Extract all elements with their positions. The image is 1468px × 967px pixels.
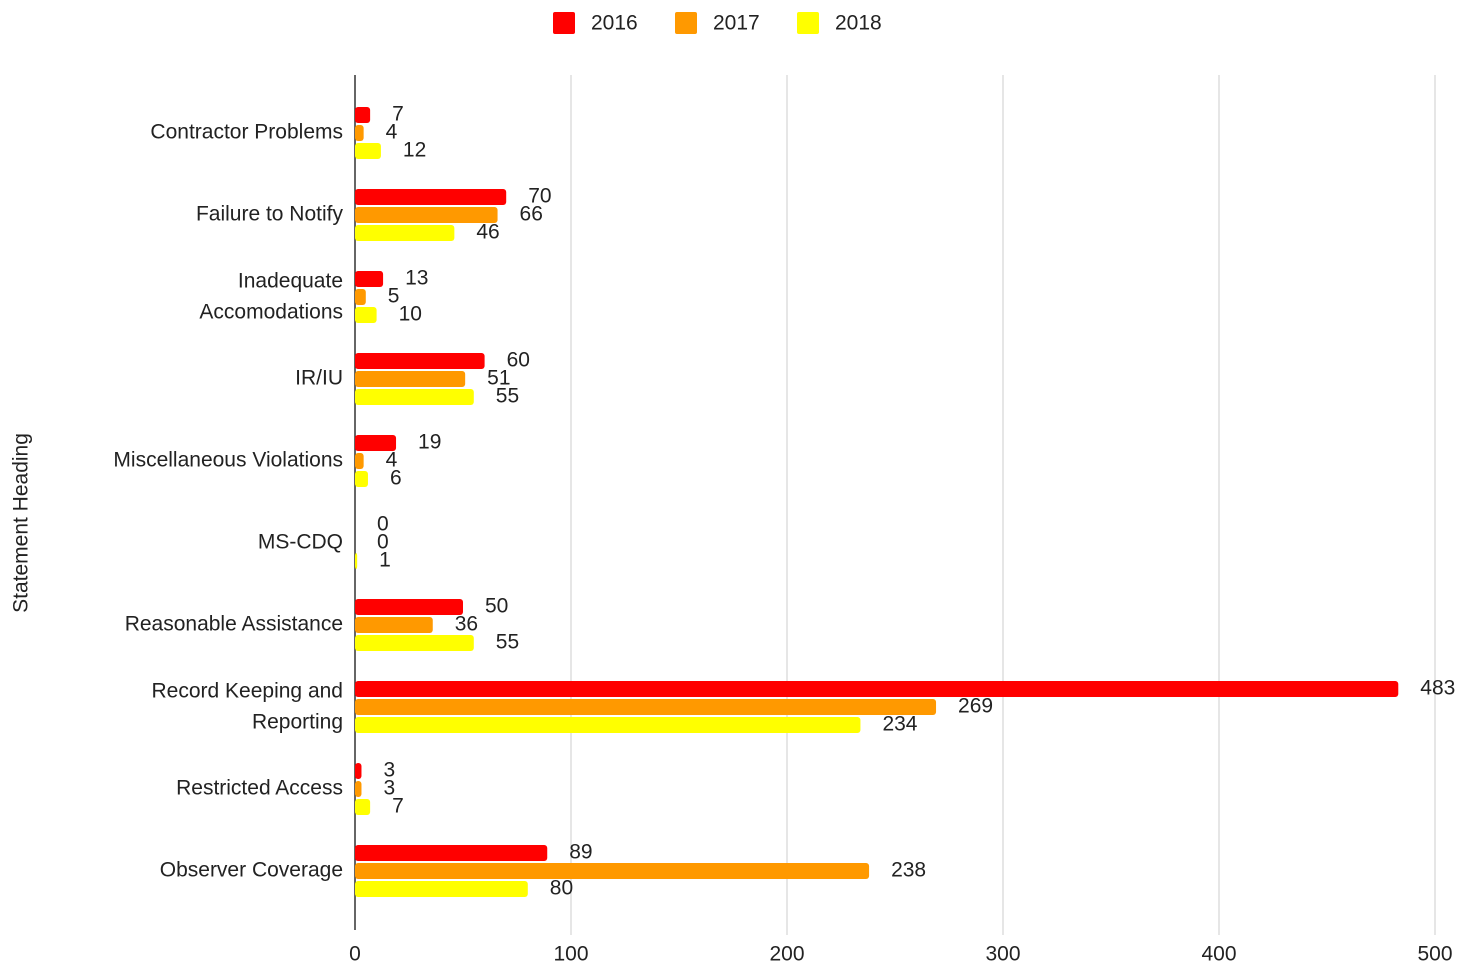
value-label: 4 bbox=[386, 121, 398, 144]
value-label: 80 bbox=[550, 877, 573, 900]
value-label: 46 bbox=[476, 221, 499, 244]
value-label: 13 bbox=[405, 267, 428, 290]
y-tick-label: Restricted Access bbox=[176, 777, 343, 800]
bar bbox=[355, 863, 870, 879]
legend-label: 2016 bbox=[591, 12, 638, 35]
value-label: 60 bbox=[507, 349, 530, 372]
y-tick-label: Contractor Problems bbox=[150, 121, 343, 144]
bar bbox=[355, 781, 362, 797]
y-tick-label: Inadequate Accomodations bbox=[199, 269, 343, 323]
y-axis-title: Statement Heading bbox=[10, 433, 33, 613]
value-label: 1 bbox=[379, 549, 391, 572]
bar bbox=[355, 599, 463, 615]
bar bbox=[355, 225, 455, 241]
value-label: 0 bbox=[377, 531, 389, 554]
y-tick-label: Record Keeping and Reporting bbox=[152, 679, 343, 733]
value-label: 55 bbox=[496, 385, 519, 408]
value-label: 70 bbox=[528, 185, 551, 208]
bar bbox=[355, 289, 366, 305]
value-label: 51 bbox=[487, 367, 510, 390]
value-label: 10 bbox=[399, 303, 422, 326]
bar bbox=[355, 699, 937, 715]
value-label: 0 bbox=[377, 513, 389, 536]
bar bbox=[355, 845, 548, 861]
bar bbox=[355, 107, 371, 123]
value-label: 19 bbox=[418, 431, 441, 454]
bar bbox=[355, 763, 362, 779]
bar bbox=[355, 799, 371, 815]
value-label: 4 bbox=[386, 449, 398, 472]
value-label: 483 bbox=[1420, 677, 1455, 700]
legend-label: 2018 bbox=[835, 12, 882, 35]
value-label: 89 bbox=[569, 841, 592, 864]
legend-swatch bbox=[675, 12, 697, 34]
bar bbox=[355, 143, 381, 159]
value-label: 269 bbox=[958, 695, 993, 718]
x-tick-label: 200 bbox=[769, 943, 804, 966]
value-label: 3 bbox=[383, 777, 395, 800]
y-tick-label: Observer Coverage bbox=[160, 859, 343, 882]
y-tick-label: Miscellaneous Violations bbox=[113, 449, 343, 472]
bar bbox=[355, 189, 507, 205]
bar bbox=[355, 307, 377, 323]
value-label: 6 bbox=[390, 467, 402, 490]
y-tick-label: Failure to Notify bbox=[196, 203, 344, 226]
x-tick-label: 500 bbox=[1417, 943, 1452, 966]
legend-swatch bbox=[553, 12, 575, 34]
bar bbox=[355, 271, 384, 287]
value-label: 7 bbox=[392, 795, 404, 818]
x-tick-label: 400 bbox=[1201, 943, 1236, 966]
legend-label: 2017 bbox=[713, 12, 760, 35]
y-tick-label: MS-CDQ bbox=[258, 531, 343, 554]
bar bbox=[355, 471, 368, 487]
x-tick-label: 100 bbox=[553, 943, 588, 966]
value-label: 5 bbox=[388, 285, 400, 308]
value-label: 3 bbox=[383, 759, 395, 782]
bar bbox=[355, 453, 364, 469]
x-tick-label: 0 bbox=[349, 943, 361, 966]
value-label: 50 bbox=[485, 595, 508, 618]
bar bbox=[355, 125, 364, 141]
bar bbox=[355, 553, 358, 569]
bar bbox=[355, 389, 474, 405]
bar bbox=[355, 353, 485, 369]
bar bbox=[355, 207, 498, 223]
bar bbox=[355, 681, 1399, 697]
value-label: 234 bbox=[882, 713, 917, 736]
legend-swatch bbox=[797, 12, 819, 34]
value-label: 66 bbox=[520, 203, 543, 226]
value-label: 12 bbox=[403, 139, 426, 162]
y-tick-label: IR/IU bbox=[295, 367, 343, 390]
value-label: 7 bbox=[392, 103, 404, 126]
bar bbox=[355, 717, 861, 733]
value-label: 55 bbox=[496, 631, 519, 654]
bar bbox=[355, 635, 474, 651]
bar bbox=[355, 371, 466, 387]
value-label: 238 bbox=[891, 859, 926, 882]
value-label: 36 bbox=[455, 613, 478, 636]
x-tick-label: 300 bbox=[985, 943, 1020, 966]
bar bbox=[355, 617, 433, 633]
bar bbox=[355, 435, 397, 451]
bar bbox=[355, 881, 528, 897]
y-tick-label: Reasonable Assistance bbox=[125, 613, 343, 636]
